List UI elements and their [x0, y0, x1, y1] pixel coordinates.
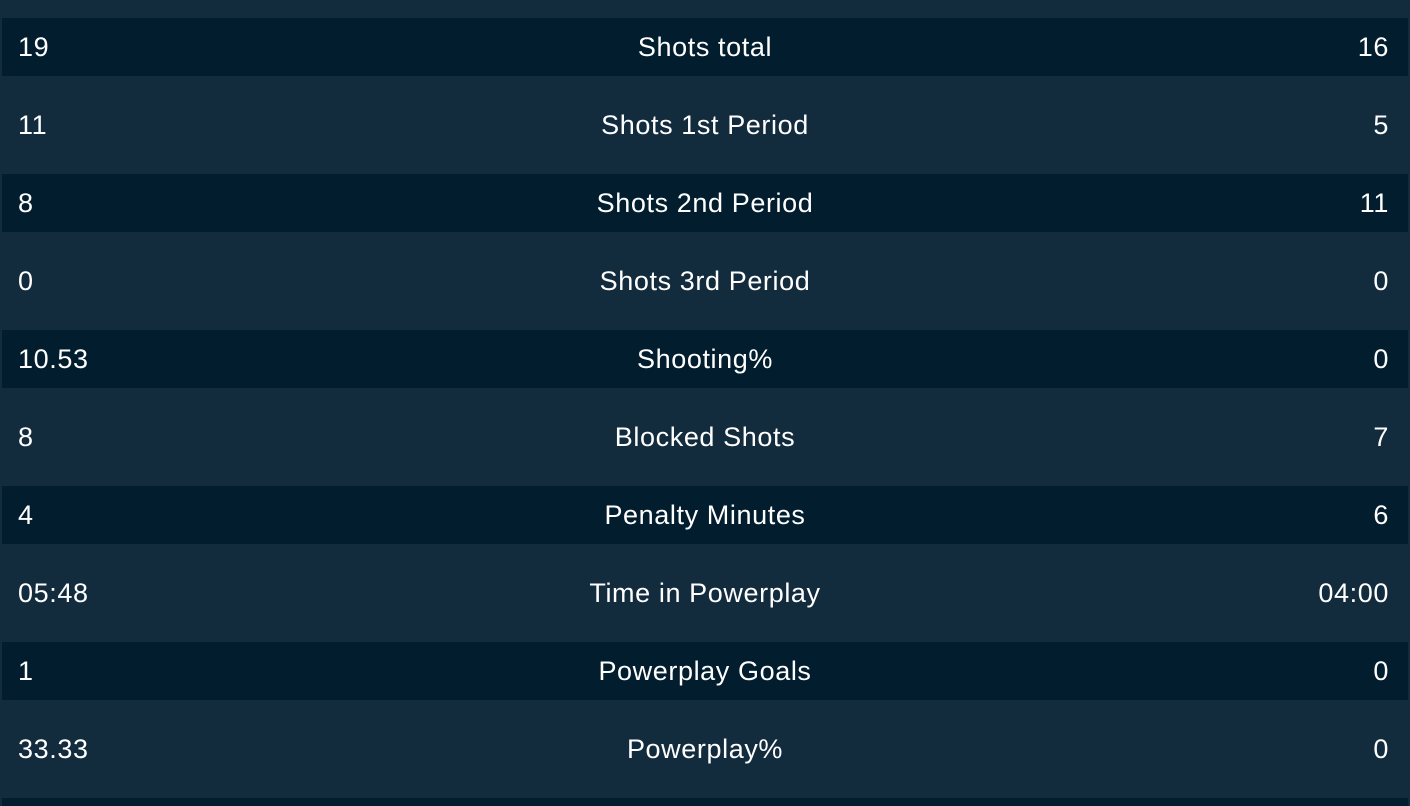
stat-label: Time in Powerplay	[589, 578, 821, 608]
home-value: 8	[18, 422, 34, 452]
away-value: 5	[1373, 110, 1389, 140]
stat-label: Shooting%	[637, 344, 773, 374]
home-value: 10.53	[18, 344, 89, 374]
home-value: 11	[18, 110, 48, 140]
away-value: 16	[1357, 32, 1389, 62]
stat-label: Powerplay Goals	[598, 656, 812, 686]
away-value: 04:00	[1318, 578, 1389, 608]
stat-label: Shots 1st Period	[601, 110, 809, 140]
stat-row-shooting-percent: 10.53 Shooting% 0	[2, 330, 1408, 388]
home-value: 05:48	[18, 578, 89, 608]
stat-row-shots-1st-period: 11 Shots 1st Period 5	[2, 96, 1408, 154]
home-value: 8	[18, 188, 34, 218]
away-value: 0	[1373, 266, 1389, 296]
away-value: 0	[1373, 344, 1389, 374]
stat-row-shots-total: 19 Shots total 16	[2, 18, 1408, 76]
stat-row-shots-2nd-period: 8 Shots 2nd Period 11	[2, 174, 1408, 232]
away-value: 7	[1373, 422, 1389, 452]
stat-label: Shots 2nd Period	[596, 188, 814, 218]
stat-label: Blocked Shots	[614, 422, 796, 452]
home-value: 33.33	[18, 734, 89, 764]
away-value: 11	[1359, 188, 1389, 218]
stat-row-penalty-minutes: 4 Penalty Minutes 6	[2, 486, 1408, 544]
home-value: 19	[18, 32, 50, 62]
stat-label: Penalty Minutes	[604, 500, 806, 530]
next-row-edge	[2, 798, 1408, 806]
home-value: 4	[18, 500, 34, 530]
stat-label: Shots total	[637, 32, 773, 62]
stat-row-blocked-shots: 8 Blocked Shots 7	[2, 408, 1408, 466]
home-value: 0	[18, 266, 34, 296]
stat-row-time-in-powerplay: 05:48 Time in Powerplay 04:00	[2, 564, 1408, 622]
stat-label: Shots 3rd Period	[599, 266, 811, 296]
stat-row-shots-3rd-period: 0 Shots 3rd Period 0	[2, 252, 1408, 310]
stat-label: Powerplay%	[626, 734, 784, 764]
home-value: 1	[18, 656, 34, 686]
stat-row-powerplay-goals: 1 Powerplay Goals 0	[2, 642, 1408, 700]
away-value: 6	[1373, 500, 1389, 530]
stat-row-powerplay-percent: 33.33 Powerplay% 0	[2, 720, 1408, 778]
away-value: 0	[1373, 656, 1389, 686]
away-value: 0	[1373, 734, 1389, 764]
